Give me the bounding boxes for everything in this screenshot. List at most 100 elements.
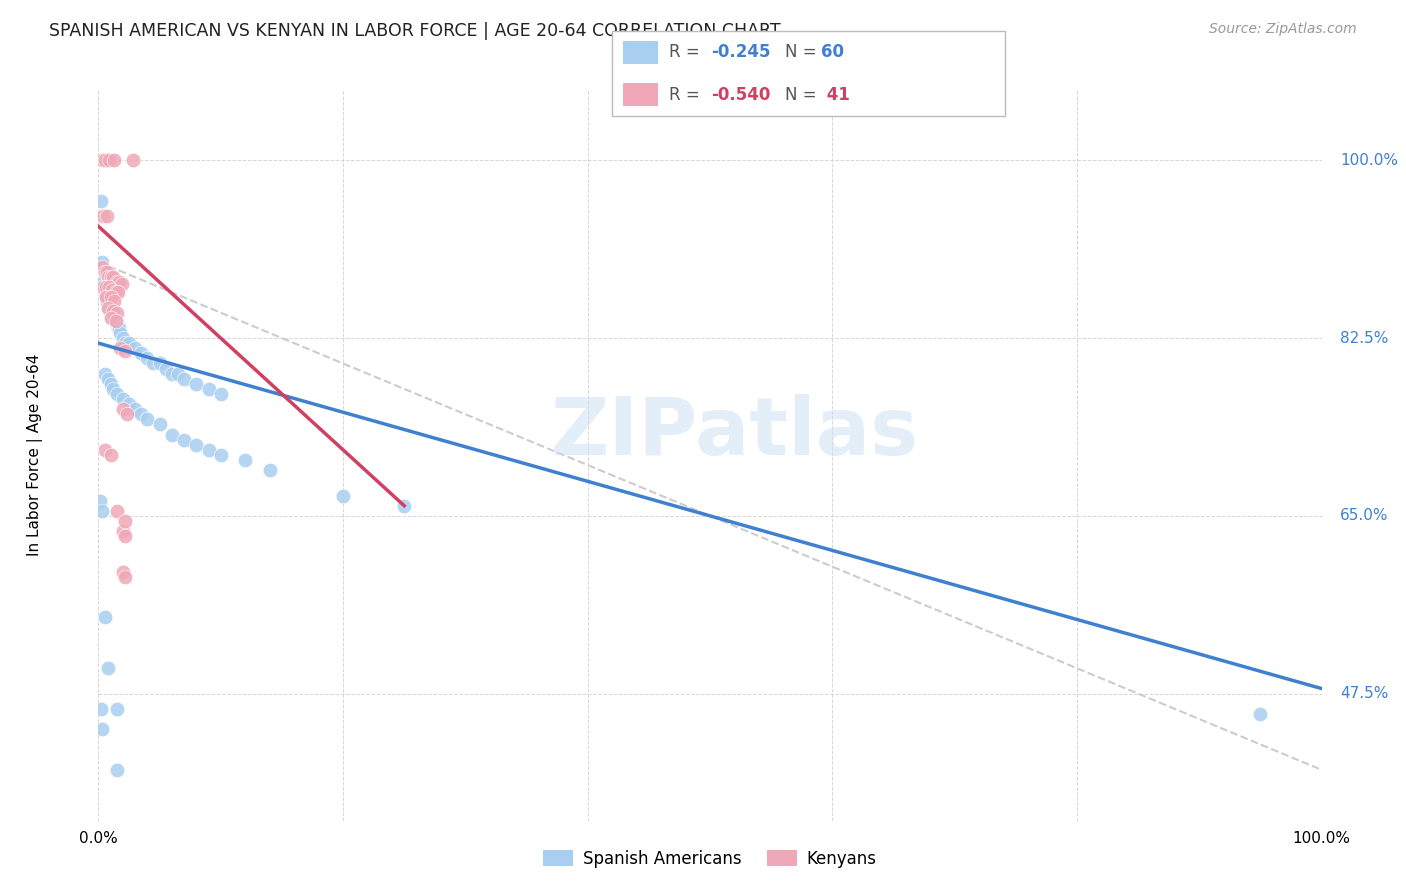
Point bbox=[136, 412, 159, 426]
Text: SPANISH AMERICAN VS KENYAN IN LABOR FORCE | AGE 20-64 CORRELATION CHART: SPANISH AMERICAN VS KENYAN IN LABOR FORC… bbox=[49, 22, 780, 40]
Point bbox=[90, 194, 112, 208]
Point bbox=[105, 763, 128, 777]
Text: R =: R = bbox=[669, 86, 706, 103]
Point bbox=[97, 661, 120, 675]
Point bbox=[149, 417, 172, 432]
Point bbox=[98, 301, 121, 315]
Point bbox=[93, 265, 115, 279]
Point bbox=[197, 442, 219, 457]
Point bbox=[100, 270, 122, 285]
Point bbox=[160, 367, 183, 381]
Point bbox=[155, 361, 177, 376]
Point bbox=[105, 702, 128, 716]
Point bbox=[105, 316, 128, 330]
Point bbox=[186, 376, 208, 391]
Point bbox=[1249, 706, 1271, 721]
Point bbox=[104, 314, 127, 328]
Point bbox=[91, 504, 114, 518]
Point bbox=[114, 514, 136, 528]
Point bbox=[96, 209, 118, 223]
Point bbox=[89, 493, 111, 508]
Text: 41: 41 bbox=[821, 86, 851, 103]
Text: ZIPatlas: ZIPatlas bbox=[550, 394, 918, 472]
Text: 100.0%: 100.0% bbox=[1292, 830, 1351, 846]
Point bbox=[111, 392, 134, 406]
Point bbox=[91, 280, 114, 294]
Point bbox=[124, 402, 146, 417]
Point bbox=[96, 295, 118, 310]
Point bbox=[103, 310, 125, 325]
Point bbox=[93, 442, 115, 457]
Point bbox=[197, 382, 219, 396]
Point bbox=[91, 275, 114, 289]
Point bbox=[110, 341, 132, 355]
Point bbox=[105, 504, 128, 518]
Point bbox=[118, 336, 141, 351]
Point bbox=[129, 346, 152, 360]
Point bbox=[110, 326, 132, 340]
Point bbox=[111, 402, 134, 417]
Point bbox=[108, 321, 131, 335]
Point bbox=[100, 306, 122, 320]
Point bbox=[111, 565, 134, 579]
Text: 47.5%: 47.5% bbox=[1340, 686, 1388, 701]
Point bbox=[118, 397, 141, 411]
Point bbox=[97, 270, 120, 285]
Point bbox=[259, 463, 281, 477]
Point bbox=[124, 341, 146, 355]
Text: 100.0%: 100.0% bbox=[1340, 153, 1398, 168]
Text: 0.0%: 0.0% bbox=[79, 830, 118, 846]
Point bbox=[100, 310, 122, 325]
Point bbox=[98, 280, 121, 294]
Text: N =: N = bbox=[785, 86, 821, 103]
Point bbox=[93, 610, 115, 624]
Point bbox=[93, 285, 115, 300]
Text: 65.0%: 65.0% bbox=[1340, 508, 1389, 524]
Point bbox=[121, 153, 143, 168]
Point bbox=[94, 280, 117, 294]
Point bbox=[91, 153, 114, 168]
Point bbox=[129, 407, 152, 421]
Point bbox=[104, 316, 127, 330]
Point bbox=[149, 357, 172, 371]
Point bbox=[209, 387, 232, 401]
Point bbox=[93, 367, 115, 381]
Point bbox=[103, 293, 125, 308]
Point bbox=[101, 303, 124, 318]
Point bbox=[209, 448, 232, 462]
Point bbox=[111, 524, 134, 538]
Point bbox=[96, 265, 118, 279]
Point bbox=[93, 153, 115, 168]
Point bbox=[97, 301, 120, 315]
Point bbox=[101, 306, 124, 320]
Point bbox=[91, 209, 114, 223]
Text: In Labor Force | Age 20-64: In Labor Force | Age 20-64 bbox=[27, 354, 42, 556]
Text: -0.540: -0.540 bbox=[711, 86, 770, 103]
Point bbox=[94, 290, 117, 304]
Point bbox=[105, 275, 128, 289]
Point bbox=[186, 438, 208, 452]
Point bbox=[100, 290, 122, 304]
Text: 82.5%: 82.5% bbox=[1340, 331, 1388, 345]
Point bbox=[173, 372, 195, 386]
Point bbox=[105, 306, 128, 320]
Point bbox=[105, 387, 128, 401]
Legend: Spanish Americans, Kenyans: Spanish Americans, Kenyans bbox=[537, 843, 883, 874]
Point bbox=[114, 570, 136, 584]
Point bbox=[103, 153, 125, 168]
Point bbox=[173, 433, 195, 447]
Point bbox=[111, 277, 134, 292]
Text: N =: N = bbox=[785, 44, 821, 62]
Point bbox=[107, 321, 129, 335]
Point bbox=[101, 382, 124, 396]
Point bbox=[90, 702, 112, 716]
Point bbox=[160, 427, 183, 442]
Point bbox=[114, 344, 136, 359]
Text: Source: ZipAtlas.com: Source: ZipAtlas.com bbox=[1209, 22, 1357, 37]
Point bbox=[100, 448, 122, 462]
Point bbox=[97, 301, 120, 315]
Point bbox=[114, 529, 136, 543]
Point bbox=[101, 310, 124, 325]
Point bbox=[97, 372, 120, 386]
Point bbox=[167, 367, 190, 381]
